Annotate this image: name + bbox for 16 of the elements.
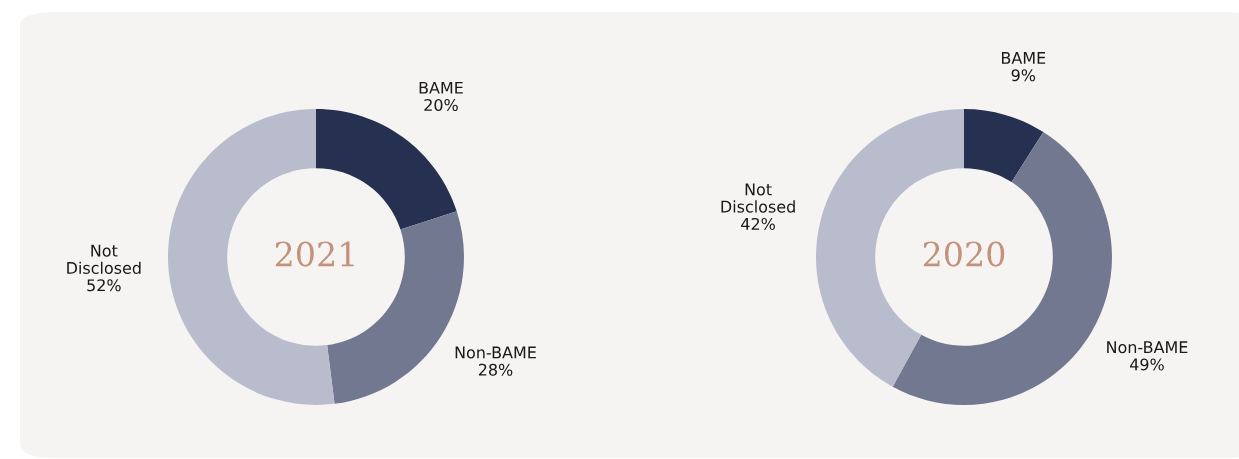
text: 2020 <box>923 241 1005 267</box>
slice-label: Non-BAME <box>1107 341 1188 354</box>
slice-label: Not Disclosed <box>721 183 795 213</box>
slice-label: BAME <box>1002 52 1046 64</box>
data-label: 20% <box>424 98 458 112</box>
data-label: 52% <box>87 279 121 292</box>
data-label: 42% <box>741 217 775 230</box>
slice-label: Not Disclosed <box>67 244 141 274</box>
donut-slice <box>316 109 457 230</box>
data-label: 49% <box>1130 358 1164 371</box>
slice-label: Non-BAME <box>455 346 536 359</box>
donut-slice <box>964 109 1044 183</box>
slice-label: BAME <box>419 81 463 94</box>
data-label: 9% <box>1011 69 1036 82</box>
text: 2021 <box>275 241 354 267</box>
data-label: 28% <box>478 363 513 376</box>
